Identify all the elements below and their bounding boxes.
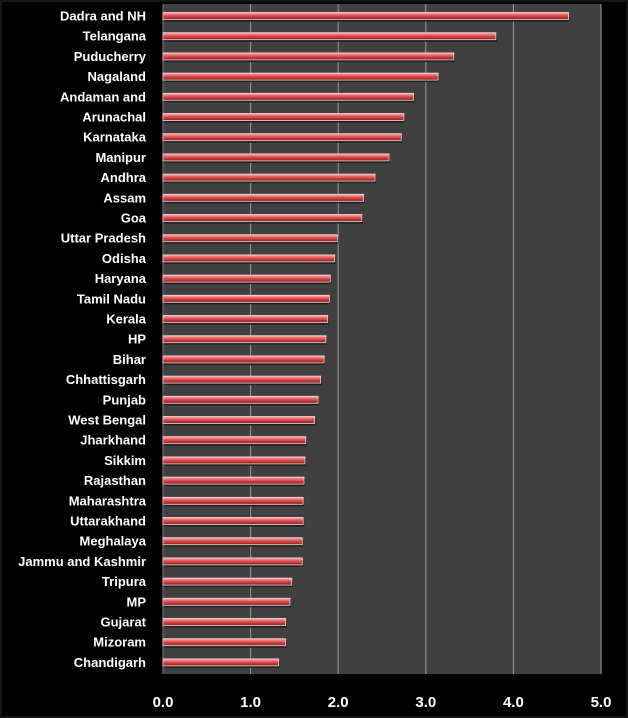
bar xyxy=(162,254,336,263)
bar xyxy=(162,638,287,647)
category-label: Haryana xyxy=(95,271,147,286)
x-tick-label: 0.0 xyxy=(153,694,174,711)
category-label: Tripura xyxy=(102,574,147,589)
bar xyxy=(162,72,439,81)
bar xyxy=(162,537,303,546)
bar xyxy=(162,12,569,20)
bar xyxy=(162,335,327,344)
bar xyxy=(162,52,455,61)
bar xyxy=(162,294,330,303)
category-label: Mizoram xyxy=(93,635,146,650)
category-label: Uttar Pradesh xyxy=(61,231,146,246)
bar xyxy=(162,496,304,505)
category-label: Nagaland xyxy=(87,69,146,84)
bar xyxy=(162,214,363,222)
category-label: Chandigarh xyxy=(74,655,146,670)
bar xyxy=(162,32,497,41)
category-label: Sikkim xyxy=(104,453,146,468)
category-label: Maharashtra xyxy=(69,493,147,508)
bar xyxy=(162,597,291,606)
bar xyxy=(162,436,307,445)
category-label: Uttarakhand xyxy=(70,514,146,529)
x-tick-label: 5.0 xyxy=(591,694,612,711)
bar xyxy=(162,476,305,485)
x-tick-label: 2.0 xyxy=(328,694,349,711)
bar xyxy=(162,173,376,182)
category-label: Rajasthan xyxy=(84,473,146,488)
category-label: Arunachal xyxy=(82,110,146,125)
bar xyxy=(162,355,325,364)
bar xyxy=(162,456,306,465)
bar xyxy=(162,517,304,525)
bar xyxy=(162,315,329,323)
category-label: Assam xyxy=(103,190,146,205)
category-label: Manipur xyxy=(95,150,146,165)
category-label: Dadra and NH xyxy=(60,9,146,24)
category-label: Odisha xyxy=(102,251,147,266)
category-label: Tamil Nadu xyxy=(77,291,146,306)
bar xyxy=(162,395,319,404)
category-label: Karnataka xyxy=(83,130,147,145)
bar xyxy=(162,577,293,586)
category-label: HP xyxy=(128,332,146,347)
bar xyxy=(162,153,390,162)
category-label: Bihar xyxy=(113,352,146,367)
bar xyxy=(162,416,315,424)
category-label: Meghalaya xyxy=(80,534,147,549)
category-label: Puducherry xyxy=(74,49,147,64)
bar xyxy=(162,113,405,121)
bar xyxy=(162,193,365,202)
category-label: Goa xyxy=(121,211,147,226)
category-label: Andaman and xyxy=(60,89,146,104)
x-tick-label: 3.0 xyxy=(415,694,436,711)
category-label: Chhattisgarh xyxy=(66,372,146,387)
bar xyxy=(162,234,338,243)
category-label: Kerala xyxy=(106,312,147,327)
x-tick-label: 4.0 xyxy=(503,694,524,711)
category-label: Gujarat xyxy=(100,615,146,630)
category-label: MP xyxy=(127,594,147,609)
category-label: Punjab xyxy=(103,392,146,407)
category-label: Jharkhand xyxy=(80,433,146,448)
category-label: West Bengal xyxy=(68,413,146,428)
bar xyxy=(162,92,414,101)
bar xyxy=(162,375,322,384)
bar xyxy=(162,557,303,566)
bar xyxy=(162,658,280,667)
bar xyxy=(162,618,287,626)
x-tick-label: 1.0 xyxy=(240,694,261,711)
category-label: Telangana xyxy=(83,29,147,44)
category-label: Andhra xyxy=(101,170,147,185)
bar xyxy=(162,274,331,283)
category-label: Jammu and Kashmir xyxy=(18,554,146,569)
bar xyxy=(162,133,402,142)
